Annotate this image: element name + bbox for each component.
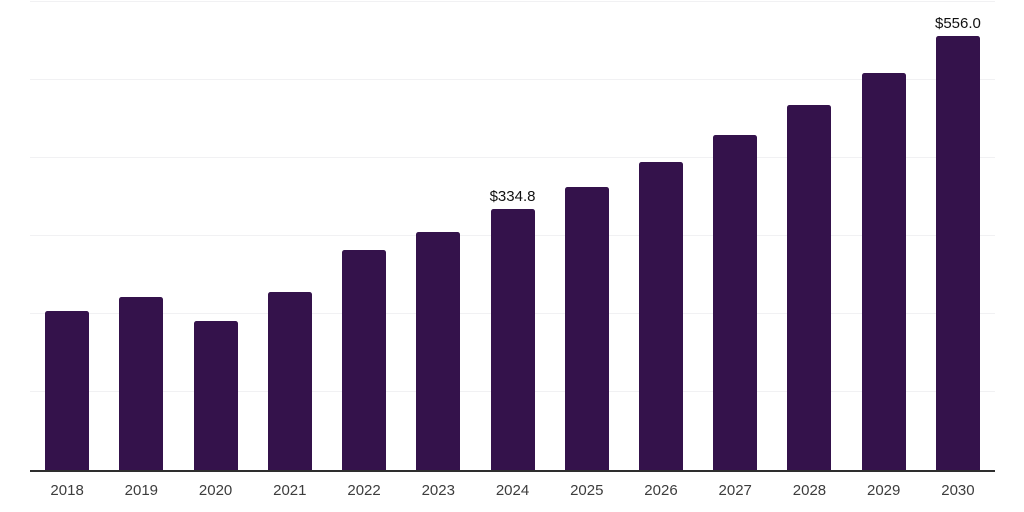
gridline	[30, 1, 995, 2]
bars-layer: $334.8 $556.0	[30, 2, 995, 470]
bar-cell	[847, 2, 921, 470]
gridline	[30, 157, 995, 159]
x-axis-tick-label: 2023	[421, 482, 455, 499]
bar-cell	[30, 2, 104, 470]
bar	[564, 187, 609, 470]
bar	[342, 250, 387, 470]
bar-cell	[253, 2, 327, 470]
bar-value-label: $334.8	[489, 187, 536, 205]
gridline	[30, 79, 995, 80]
bar	[787, 105, 832, 470]
x-axis-tick-label: 2019	[124, 482, 159, 499]
x-axis-tick-label: 2018	[50, 482, 84, 499]
bar-cell	[772, 2, 846, 470]
x-axis-tick-label: 2030	[941, 482, 975, 499]
x-axis: 2018 2019 2020 2021 2022 2023 2024 2025 2026 2027…	[30, 482, 995, 499]
bar	[861, 73, 906, 470]
x-axis-tick-label: 2024	[495, 482, 530, 499]
x-axis-tick-label: 2021	[273, 482, 307, 499]
bar: $556.0	[935, 15, 981, 470]
x-axis-tick-label: 2025	[570, 482, 604, 499]
bar-cell	[104, 2, 178, 470]
bar-cell: $334.8	[475, 2, 549, 470]
bar	[713, 135, 758, 470]
bar	[193, 320, 238, 470]
x-axis-tick-label: 2029	[867, 482, 901, 499]
bar-cell	[624, 2, 698, 470]
x-axis-tick-label: 2028	[792, 482, 827, 499]
bar	[267, 291, 312, 470]
bar-cell: $556.0	[921, 2, 995, 470]
plot-area: $334.8 $556.0	[30, 1, 995, 472]
bar	[119, 297, 164, 470]
x-axis-tick-label: 2026	[644, 482, 678, 499]
bar-cell	[550, 2, 624, 470]
bar	[416, 232, 461, 470]
bar	[638, 162, 683, 470]
bar-cell	[178, 2, 252, 470]
bar-value-label: $556.0	[934, 15, 981, 33]
bar-cell	[401, 2, 475, 470]
bar	[45, 310, 90, 470]
bar: $334.8	[490, 188, 535, 470]
x-axis-tick-label: 2020	[198, 482, 233, 499]
bar-cell	[327, 2, 401, 470]
x-axis-tick-label: 2027	[718, 482, 752, 499]
x-axis-tick-label: 2022	[347, 482, 381, 499]
bar-cell	[698, 2, 772, 470]
